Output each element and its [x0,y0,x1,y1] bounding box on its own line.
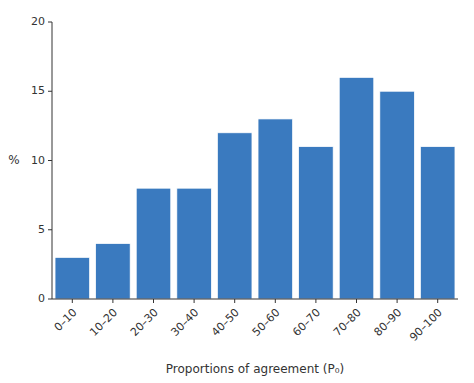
y-tick [48,229,52,230]
y-tick-label: 20 [31,15,45,28]
bar [55,257,90,299]
chart-container: 0 5 10 15 20 0–1010–2020–3030–4040–5050–6060–… [0,0,474,383]
x-tick [437,299,438,303]
bar [380,91,415,299]
bar [136,188,171,299]
x-tick [234,299,235,303]
x-tick-label: 40–50 [209,306,242,339]
bars [55,77,455,299]
x-tick-label: 10–20 [87,306,120,339]
y-tick-label: 0 [38,292,45,305]
y-tick [48,299,52,300]
x-tick [397,299,398,303]
bar [258,119,293,299]
x-tick [153,299,154,303]
x-tick [315,299,316,303]
y-tick [48,91,52,92]
x-axis-label: Proportions of agreement (P₀) [166,362,344,376]
y-tick-label: 10 [31,154,45,167]
x-tick [356,299,357,303]
x-tick [275,299,276,303]
x-tick-label: 60–70 [290,306,323,339]
bar [299,147,334,299]
chart-svg: 0 5 10 15 20 0–1010–2020–3030–4040–5050–6060–… [0,0,474,383]
y-axis-label: % [8,153,19,167]
x-tick [194,299,195,303]
bar [217,133,252,299]
y-tick-label: 5 [38,223,45,236]
x-tick-label: 20–30 [128,306,161,339]
y-tick-label: 15 [31,84,45,97]
x-tick-label: 90–100 [407,306,445,344]
x-tick [72,299,73,303]
x-tick-label: 0–10 [52,306,80,334]
x-tick-label: 50–60 [250,306,283,339]
bar [96,244,131,299]
y-tick [48,160,52,161]
x-tick [112,299,113,303]
bar [177,188,212,299]
x-tick-label: 70–80 [331,306,364,339]
x-tick-label: 80–90 [371,306,404,339]
y-tick [48,22,52,23]
bar [420,147,455,299]
x-tick-label: 30–40 [168,306,201,339]
bar [339,77,374,299]
